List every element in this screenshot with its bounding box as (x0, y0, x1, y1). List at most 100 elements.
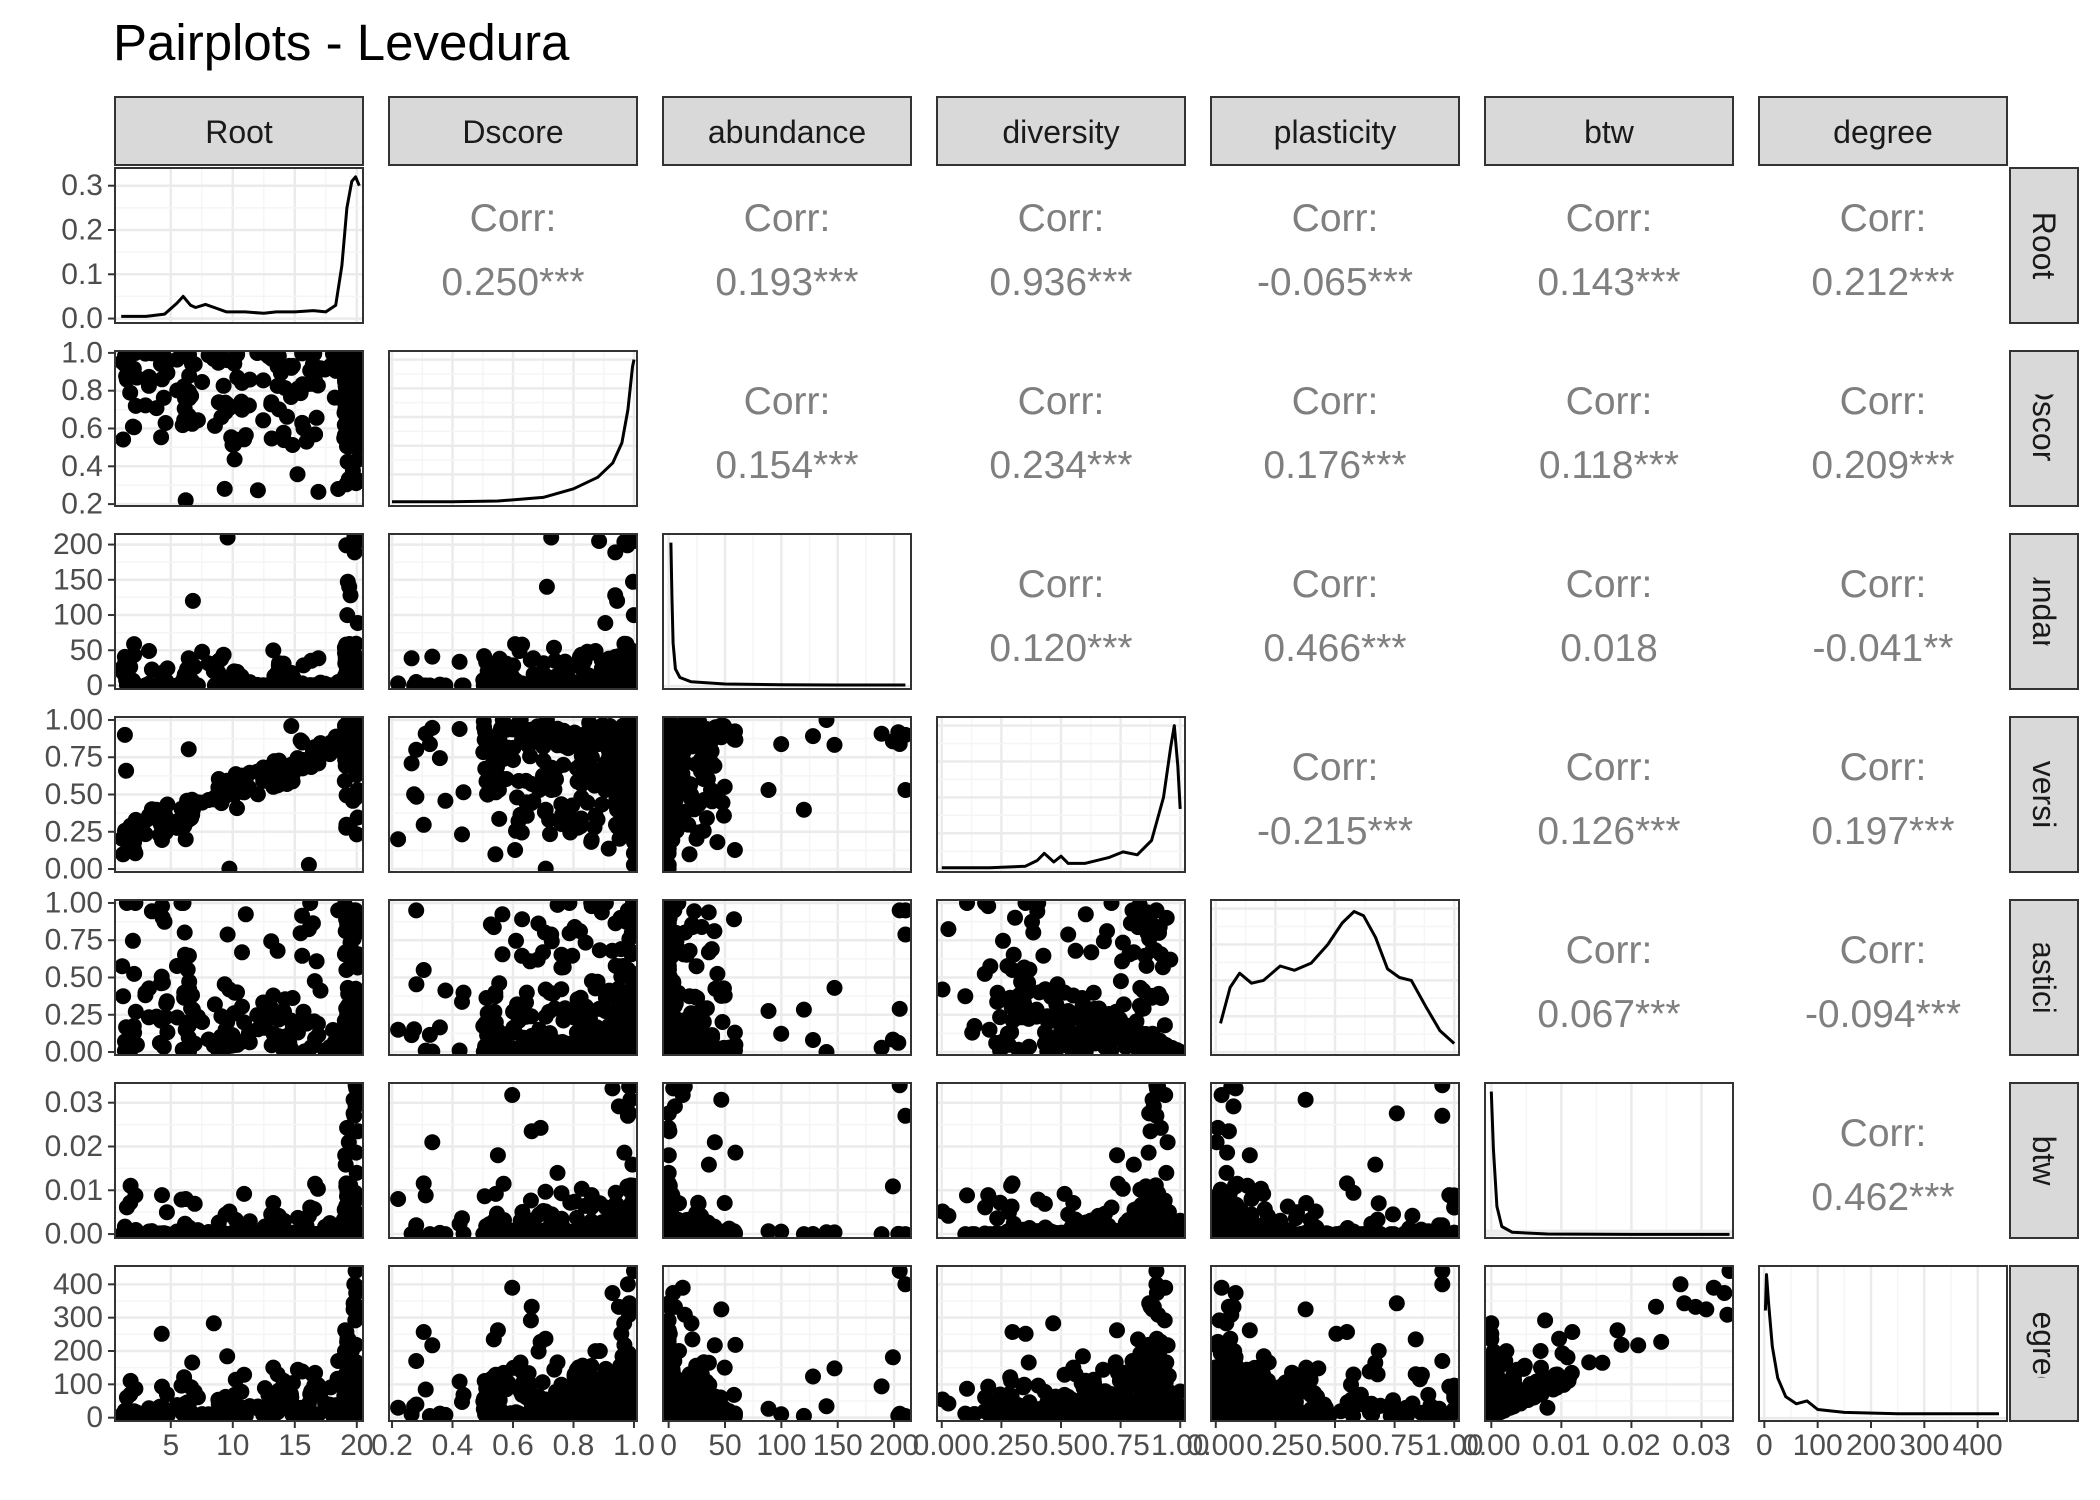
scatter-point (424, 649, 440, 665)
scatter-point (1052, 1010, 1068, 1026)
scatter-point (982, 1191, 998, 1207)
scatter-point (533, 1120, 549, 1136)
scatter-point (664, 1022, 680, 1038)
corr-label: Corr: (1292, 746, 1379, 789)
scatter-point (128, 398, 144, 414)
scatter-point (578, 935, 594, 951)
scatter-point (264, 677, 280, 693)
scatter-point (264, 431, 280, 447)
scatter-point (664, 948, 680, 964)
scatter-point (773, 1026, 789, 1042)
panel-grid (115, 168, 363, 323)
scatter-point (682, 846, 698, 862)
scatter-point (535, 768, 551, 784)
scatter-point (492, 651, 508, 667)
scatter-point (342, 959, 358, 975)
scatter-point (310, 678, 326, 694)
scatter-point (330, 902, 346, 918)
scatter-point (701, 904, 717, 920)
scatter-point (959, 1187, 975, 1203)
scatter-point (416, 1175, 432, 1191)
scatter-point (309, 953, 325, 969)
scatter-point (223, 678, 239, 694)
scatter-point (310, 748, 326, 764)
scatter-point (153, 429, 169, 445)
scatter-point (557, 1222, 573, 1238)
scatter-point (296, 420, 312, 436)
scatter-point (1060, 1038, 1076, 1054)
corr-label: Corr: (1840, 380, 1927, 423)
scatter-point (618, 805, 634, 821)
scatter-point (452, 654, 468, 670)
panel-grid (937, 717, 1185, 872)
scatter-point (119, 1199, 135, 1215)
scatter-point (508, 933, 524, 949)
scatter-point (216, 378, 232, 394)
scatter-point (296, 657, 312, 673)
scatter-point (454, 678, 470, 694)
scatter-point (543, 530, 559, 546)
scatter-point (761, 1223, 777, 1239)
scatter-point (154, 969, 170, 985)
scatter-point (309, 410, 325, 426)
scatter-point (610, 648, 626, 664)
scatter-point (707, 1226, 723, 1242)
scatter-point (310, 378, 326, 394)
scatter-point (715, 1014, 731, 1030)
scatter-point (761, 782, 777, 798)
scatter-point (181, 948, 197, 964)
scatter-point (294, 678, 310, 694)
scatter-point (583, 895, 599, 911)
scatter-point (819, 1044, 835, 1060)
scatter-point (667, 1098, 683, 1114)
scatter-point (1002, 990, 1018, 1006)
scatter-point (531, 782, 547, 798)
scatter-point (348, 919, 364, 935)
corr-label: Corr: (1292, 197, 1379, 240)
scatter-point (599, 1226, 615, 1242)
scatter-point (283, 718, 299, 734)
scatter-point (238, 906, 254, 922)
scatter-point (964, 1025, 980, 1041)
corr-value: 0.212*** (1811, 261, 1954, 304)
scatter-point (1158, 1165, 1174, 1181)
scatter-point (347, 677, 363, 693)
scatter-point (704, 755, 720, 771)
scatter-point (424, 1044, 440, 1060)
scatter-point (223, 782, 239, 798)
scatter-point (390, 1022, 406, 1038)
scatter-point (154, 371, 170, 387)
scatter-point (620, 1108, 636, 1124)
scatter-point (1005, 1013, 1021, 1029)
scatter-point (310, 650, 326, 666)
scatter-point (616, 1145, 632, 1161)
scatter-point (683, 1010, 699, 1026)
scatter-point (626, 857, 642, 873)
scatter-point (157, 678, 173, 694)
scatter-point (805, 1226, 821, 1242)
corr-label: Corr: (1566, 929, 1653, 972)
scatter-point (626, 1208, 642, 1224)
scatter-point (616, 1001, 632, 1017)
scatter-point (594, 652, 610, 668)
scatter-point (236, 1186, 252, 1202)
scatter-point (509, 996, 525, 1012)
scatter-point (874, 1226, 890, 1242)
corr-value: 0.154*** (715, 444, 858, 487)
scatter-point (348, 981, 364, 997)
scatter-point (1148, 902, 1164, 918)
corr-label: Corr: (1018, 380, 1105, 423)
panel-grid (663, 534, 911, 689)
scatter-point (1141, 1188, 1157, 1204)
scatter-point (682, 1226, 698, 1242)
scatter-point (1152, 919, 1168, 935)
scatter-point (207, 677, 223, 693)
scatter-point (599, 1029, 615, 1045)
scatter-point (507, 842, 523, 858)
scatter-point (408, 976, 424, 992)
scatter-point (595, 717, 611, 733)
scatter-point (584, 973, 600, 989)
scatter-point (290, 1019, 306, 1035)
scatter-point (273, 365, 289, 381)
